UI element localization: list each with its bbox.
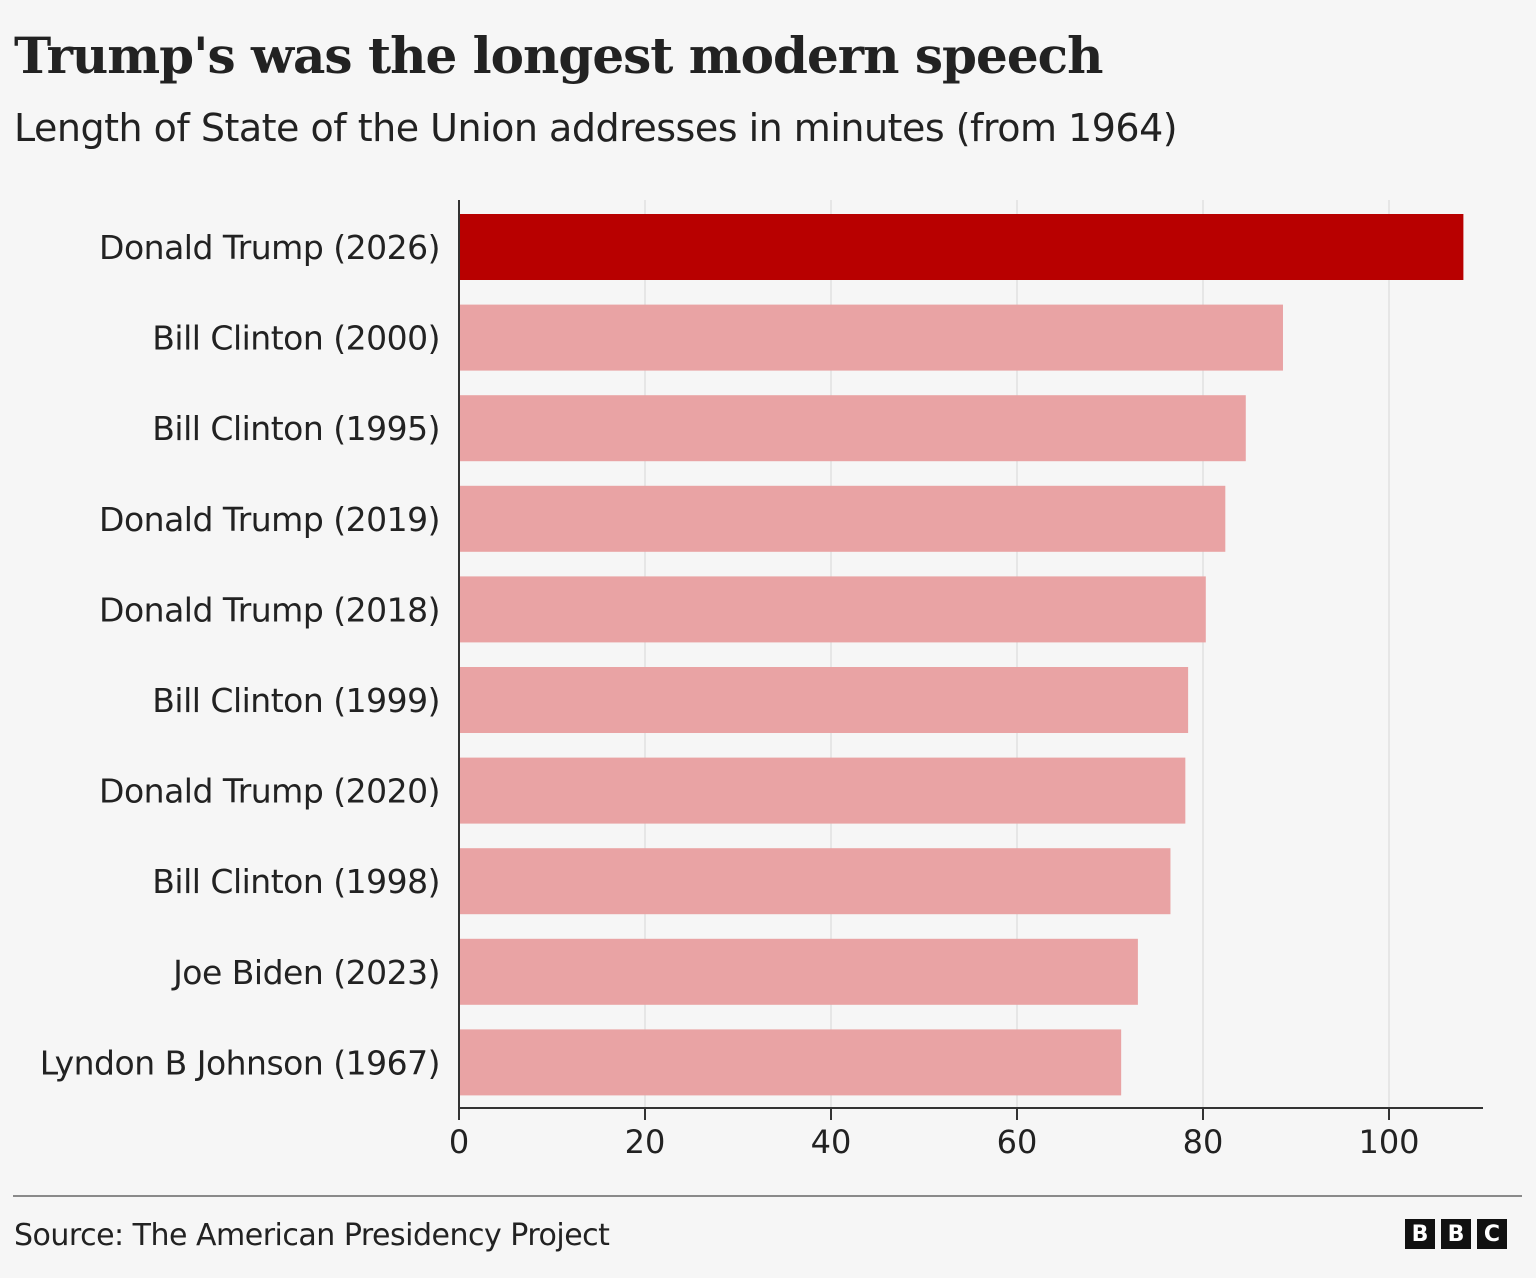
category-label: Bill Clinton (1995): [152, 409, 440, 448]
x-tick-label: 20: [625, 1123, 666, 1161]
category-label: Donald Trump (2026): [99, 228, 440, 267]
category-label: Donald Trump (2019): [99, 500, 440, 539]
bar: [459, 485, 1226, 552]
category-label: Donald Trump (2020): [99, 772, 440, 811]
x-tick-label: 80: [1183, 1123, 1224, 1161]
bar: [459, 576, 1206, 643]
x-tick-label: 0: [449, 1123, 469, 1161]
footer-divider: [13, 1195, 1522, 1197]
chart-title: Trump's was the longest modern speech: [14, 26, 1103, 85]
category-label: Joe Biden (2023): [171, 953, 440, 992]
category-label: Bill Clinton (1999): [152, 681, 440, 720]
bar: [459, 757, 1186, 824]
category-label: Donald Trump (2018): [99, 590, 440, 629]
bar: [459, 214, 1464, 280]
bar: [459, 304, 1283, 371]
category-label: Bill Clinton (2000): [152, 319, 440, 358]
source-note: Source: The American Presidency Project: [14, 1218, 610, 1253]
x-tick-label: 100: [1358, 1123, 1419, 1161]
category-label: Bill Clinton (1998): [152, 862, 440, 901]
x-tick-label: 60: [997, 1123, 1038, 1161]
bar: [459, 848, 1171, 915]
bar: [459, 938, 1138, 1005]
chart-subtitle: Length of State of the Union addresses i…: [14, 106, 1178, 150]
category-label: Lyndon B Johnson (1967): [40, 1043, 440, 1082]
bar: [459, 395, 1246, 462]
bar: [459, 667, 1189, 733]
bar: [459, 1029, 1122, 1096]
x-tick-label: 40: [811, 1123, 852, 1161]
